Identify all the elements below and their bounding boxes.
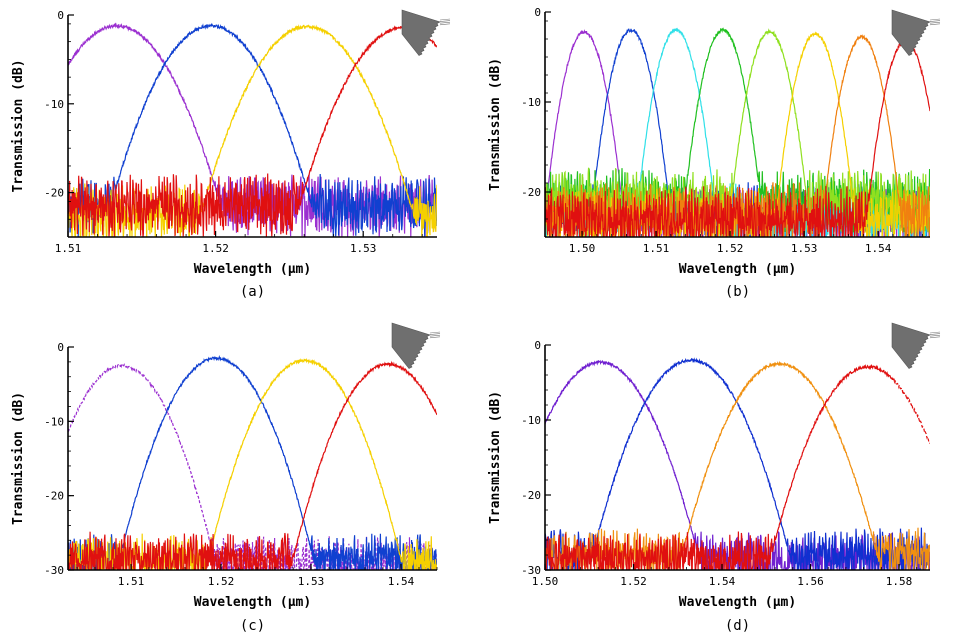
x-axis-label: Wavelength (µm) [679, 595, 796, 610]
y-tick-label: -30 [521, 564, 541, 577]
y-tick-label: -30 [44, 564, 64, 577]
y-tick-label: -20 [521, 186, 541, 199]
y-tick-label: -10 [521, 414, 541, 427]
grating-coupler-icon [401, 9, 451, 56]
x-tick-label: 1.58 [886, 575, 913, 588]
x-axis-label: Wavelength (µm) [194, 595, 311, 610]
panel-label: (d) [725, 618, 750, 634]
series-line-4 [68, 24, 437, 237]
series-line-8 [545, 39, 930, 237]
x-axis-label: Wavelength (µm) [194, 262, 311, 277]
series-line-2 [545, 357, 930, 570]
panel-b: 1.50 1.51 1.52 1.53 1.54 0 -10 -20 Wavelength (µ… [488, 6, 941, 300]
series-line-3 [545, 360, 930, 570]
series-line-4 [545, 363, 896, 570]
y-tick-label: -10 [44, 98, 64, 111]
x-tick-label: 1.54 [865, 242, 892, 255]
series-line-2 [68, 22, 437, 237]
panel-label: (c) [240, 618, 265, 634]
x-tick-label: 1.50 [569, 242, 596, 255]
y-axis-label: Transmission (dB) [11, 392, 26, 525]
series-line-3 [68, 358, 437, 570]
x-tick-label: 1.52 [620, 575, 647, 588]
panel-a: 1.51 1.52 1.53 0 -10 -20 Wavelength (µm) Transm… [11, 9, 451, 300]
y-tick-label: -20 [521, 489, 541, 502]
grating-coupler-icon [891, 322, 941, 369]
x-tick-label: 1.54 [709, 575, 736, 588]
x-tick-label: 1.53 [298, 575, 325, 588]
grating-coupler-icon [891, 9, 941, 56]
y-tick-label: -10 [521, 96, 541, 109]
series-line-4 [68, 360, 437, 570]
x-tick-label: 1.52 [208, 575, 235, 588]
y-tick-label: 0 [534, 339, 541, 352]
x-tick-label: 1.51 [55, 242, 82, 255]
panel-c: 1.51 1.52 1.53 1.54 0 -10 -20 -30 Wavelength (µm… [11, 322, 441, 634]
y-tick-label: -20 [44, 490, 64, 503]
x-tick-label: 1.52 [202, 242, 229, 255]
panel-d: 1.50 1.52 1.54 1.56 1.58 0 -10 -20 -30 Wavelength… [488, 322, 941, 634]
x-tick-label: 1.51 [643, 242, 670, 255]
y-axis-label: Transmission (dB) [488, 391, 503, 524]
x-tick-label: 1.56 [797, 575, 824, 588]
x-tick-label: 1.53 [791, 242, 818, 255]
y-axis-label: Transmission (dB) [488, 58, 503, 191]
y-tick-label: 0 [57, 9, 64, 22]
series-line-2 [68, 355, 437, 570]
y-tick-label: 0 [534, 6, 541, 19]
series-tail-dashed [893, 379, 930, 444]
x-tick-label: 1.52 [717, 242, 744, 255]
panel-label: (b) [725, 284, 750, 300]
x-axis-label: Wavelength (µm) [679, 262, 796, 277]
y-tick-label: 0 [57, 341, 64, 354]
x-tick-label: 1.51 [118, 575, 145, 588]
x-tick-label: 1.53 [350, 242, 377, 255]
y-axis-label: Transmission (dB) [11, 59, 26, 192]
y-tick-label: -10 [44, 415, 64, 428]
y-tick-label: -20 [44, 187, 64, 200]
x-tick-label: 1.54 [388, 575, 415, 588]
x-tick-label: 1.50 [532, 575, 559, 588]
series-line-1 [68, 363, 437, 570]
panel-label: (a) [240, 284, 265, 300]
grating-coupler-icon [391, 322, 441, 369]
